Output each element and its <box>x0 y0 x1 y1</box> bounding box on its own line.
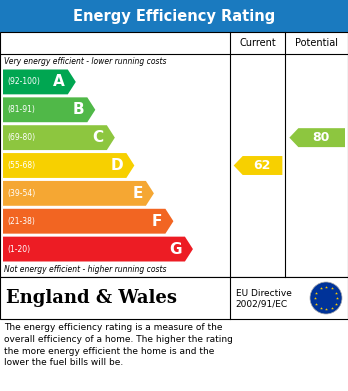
Text: (55-68): (55-68) <box>7 161 35 170</box>
Text: Not energy efficient - higher running costs: Not energy efficient - higher running co… <box>4 264 166 273</box>
Polygon shape <box>234 156 282 175</box>
Polygon shape <box>3 237 193 262</box>
Text: 2002/91/EC: 2002/91/EC <box>236 300 288 308</box>
Text: Energy Efficiency Rating: Energy Efficiency Rating <box>73 9 275 23</box>
Bar <box>0 0 348 32</box>
Polygon shape <box>3 97 95 122</box>
Text: The energy efficiency rating is a measure of the
overall efficiency of a home. T: The energy efficiency rating is a measur… <box>4 323 233 368</box>
Text: G: G <box>169 242 182 256</box>
Text: B: B <box>73 102 84 117</box>
Text: (1-20): (1-20) <box>7 245 30 254</box>
Text: Current: Current <box>239 38 276 48</box>
Text: (69-80): (69-80) <box>7 133 35 142</box>
Text: 62: 62 <box>253 159 271 172</box>
Text: A: A <box>53 74 65 90</box>
Text: (39-54): (39-54) <box>7 189 35 198</box>
Polygon shape <box>3 153 134 178</box>
Text: Very energy efficient - lower running costs: Very energy efficient - lower running co… <box>4 57 166 66</box>
Circle shape <box>310 282 342 314</box>
Text: D: D <box>111 158 123 173</box>
Text: (81-91): (81-91) <box>7 105 35 114</box>
Text: (92-100): (92-100) <box>7 77 40 86</box>
Text: 80: 80 <box>313 131 330 144</box>
Text: F: F <box>152 214 163 229</box>
Polygon shape <box>3 181 154 206</box>
Text: Potential: Potential <box>295 38 338 48</box>
Text: C: C <box>93 130 104 145</box>
Polygon shape <box>3 70 76 94</box>
Text: England & Wales: England & Wales <box>6 289 177 307</box>
Polygon shape <box>289 128 345 147</box>
Bar <box>0 277 348 319</box>
Text: EU Directive: EU Directive <box>236 289 292 298</box>
Bar <box>0 32 348 277</box>
Polygon shape <box>3 209 173 234</box>
Text: E: E <box>133 186 143 201</box>
Text: (21-38): (21-38) <box>7 217 35 226</box>
Polygon shape <box>3 125 115 150</box>
